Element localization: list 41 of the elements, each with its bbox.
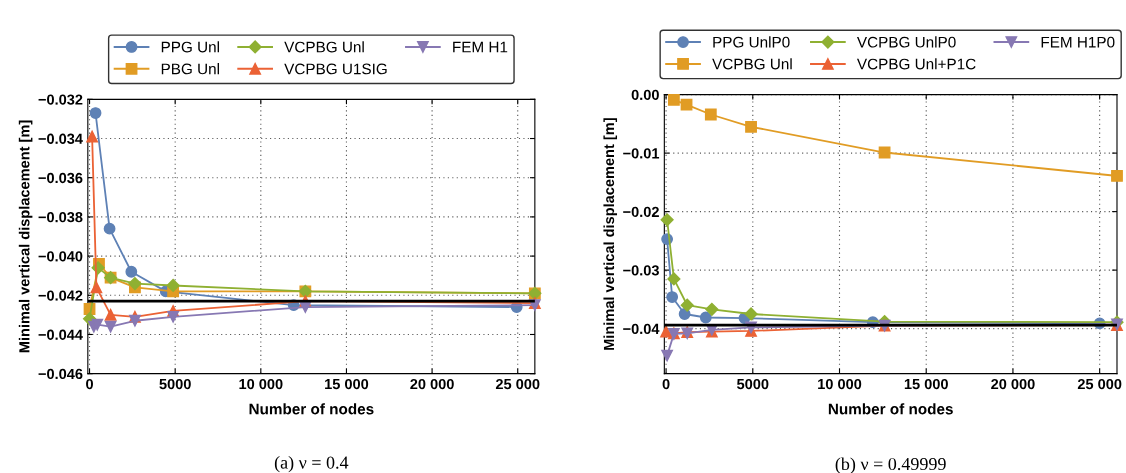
y-tick-label: −0.040 bbox=[38, 251, 83, 262]
x-tick-label: 25 000 bbox=[495, 378, 540, 390]
legend-label: VCPBG Unl+P1C bbox=[856, 58, 976, 70]
x-tick-label: 20 000 bbox=[991, 378, 1035, 390]
legend-label: VCPBG Unl bbox=[284, 41, 364, 53]
y-axis-title: Minimal vertical displacement [m] bbox=[18, 120, 33, 353]
x-tick-label: 0 bbox=[662, 378, 670, 390]
x-tick-label: 15 000 bbox=[904, 378, 948, 390]
y-tick-label: −0.04 bbox=[623, 323, 660, 335]
x-tick-label: 20 000 bbox=[410, 378, 454, 390]
x-tick-label: 25 000 bbox=[1077, 378, 1122, 390]
y-tick-label: −0.02 bbox=[623, 206, 659, 218]
y-tick-label: −0.01 bbox=[623, 148, 660, 159]
y-tick-label: 0.00 bbox=[631, 89, 659, 101]
x-tick-label: 10 000 bbox=[818, 378, 862, 390]
legend-label: VCPBG UnlP0 bbox=[856, 36, 956, 48]
text: (b) ν = 0.49999 bbox=[835, 457, 946, 473]
y-tick-label: −0.036 bbox=[38, 172, 83, 184]
y-tick-label: −0.03 bbox=[623, 265, 659, 276]
x-axis-title: Number of nodes bbox=[828, 403, 953, 415]
y-tick-label: −0.042 bbox=[38, 290, 83, 301]
y-tick-label: −0.038 bbox=[38, 212, 83, 223]
legend-label: FEM H1 bbox=[453, 41, 508, 53]
y-tick-label: −0.034 bbox=[38, 133, 83, 144]
x-tick-label: 10 000 bbox=[239, 378, 283, 390]
x-axis-title: Number of nodes bbox=[249, 403, 374, 415]
legend-label: PBG Unl bbox=[161, 63, 219, 75]
legend-label: PPG Unl bbox=[161, 41, 219, 53]
legend-label: FEM H1P0 bbox=[1041, 36, 1115, 48]
x-tick-label: 5000 bbox=[159, 378, 191, 390]
y-axis-title: Minimal vertical displacement [m] bbox=[603, 118, 618, 350]
legend-label: VCPBG Unl bbox=[712, 58, 792, 70]
x-tick-label: 0 bbox=[86, 378, 93, 390]
y-tick-label: −0.044 bbox=[38, 329, 83, 340]
text: (a) ν = 0.4 bbox=[274, 455, 349, 473]
x-tick-label: 15 000 bbox=[325, 378, 369, 390]
x-tick-label: 5000 bbox=[737, 378, 769, 390]
legend-label: PPG UnlP0 bbox=[713, 36, 790, 48]
y-tick-label: −0.032 bbox=[38, 94, 83, 105]
y-tick-label: −0.046 bbox=[38, 368, 83, 380]
legend-label: VCPBG U1SIG bbox=[284, 63, 387, 75]
